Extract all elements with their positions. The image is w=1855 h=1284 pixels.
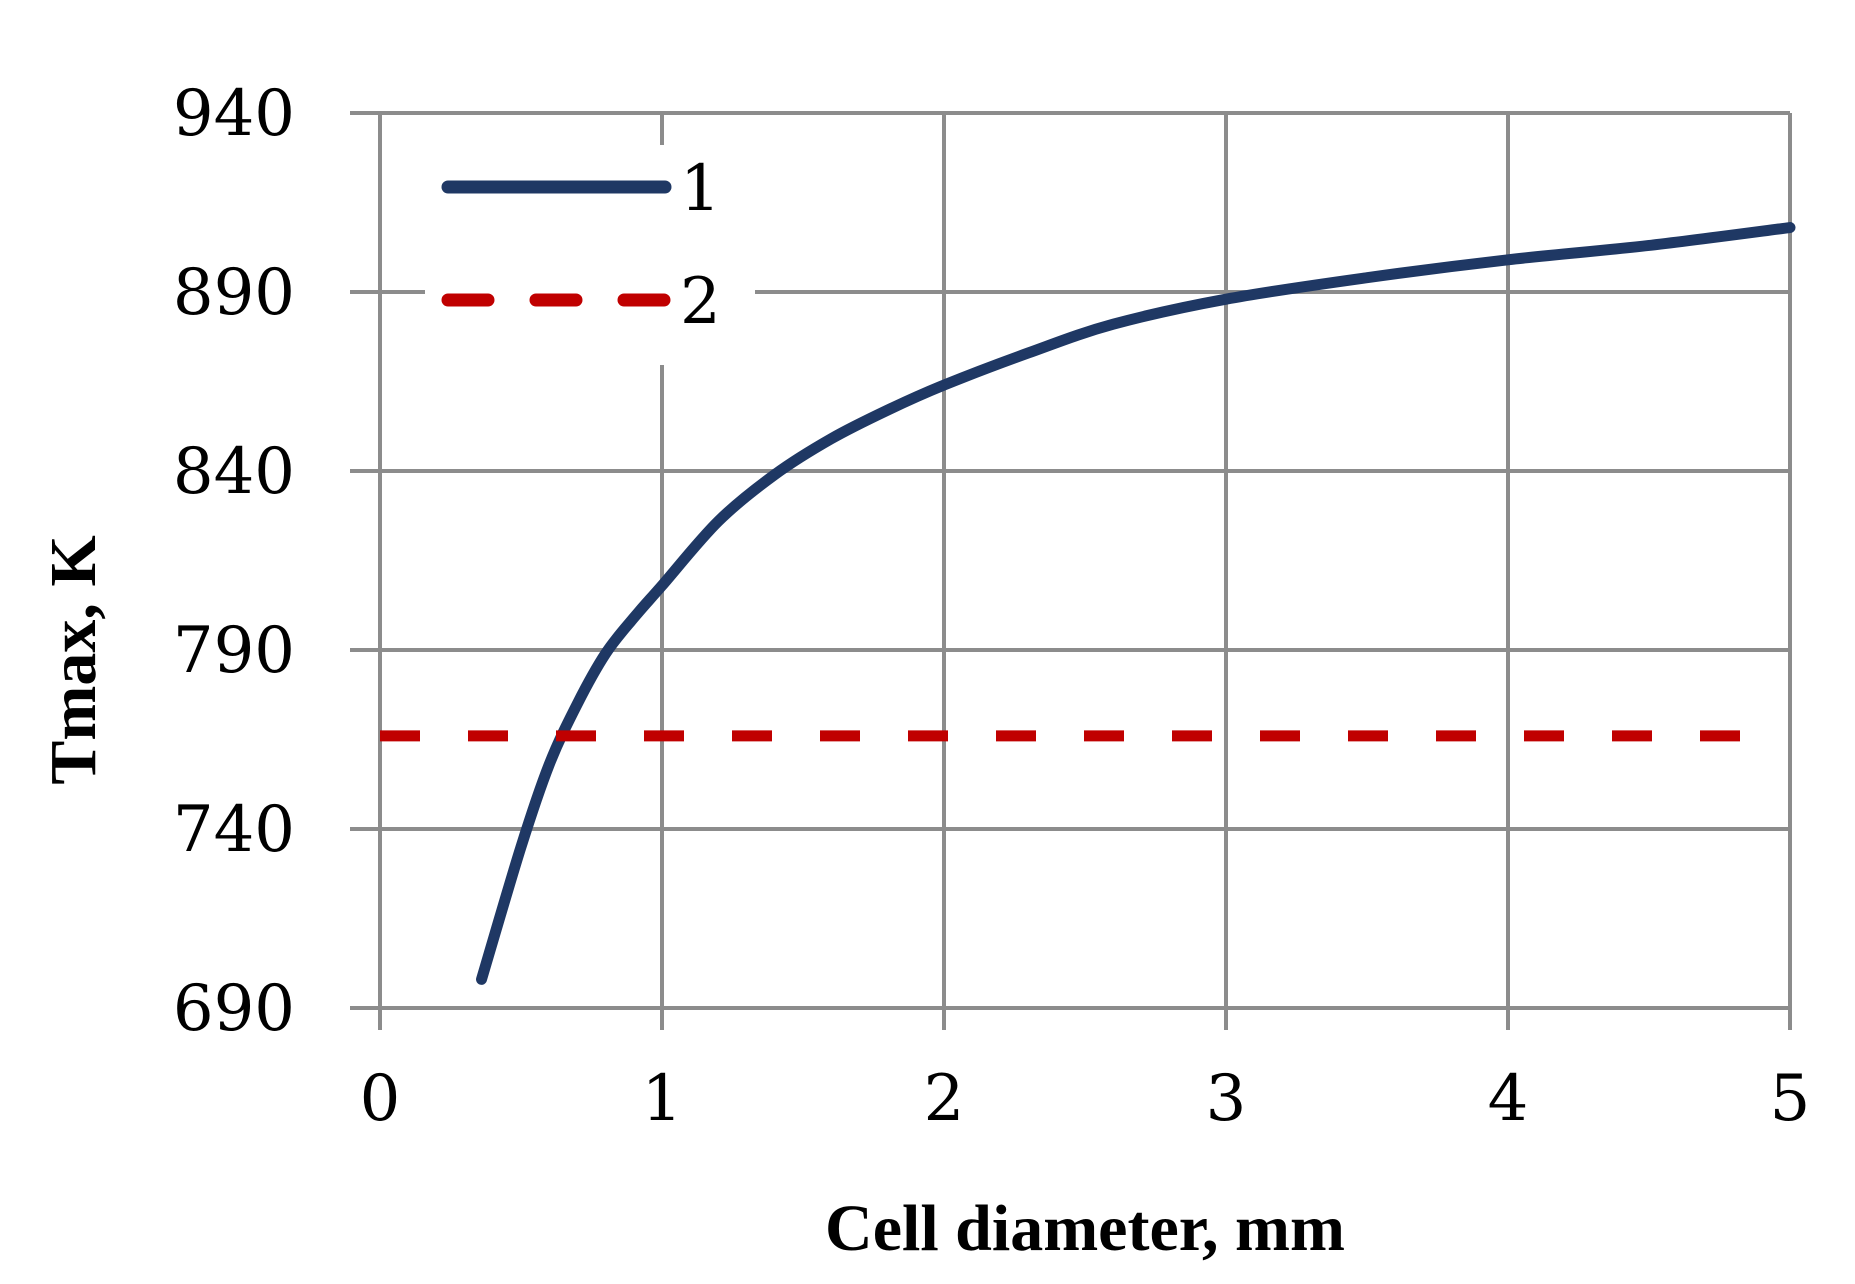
x-tick-label: 0: [360, 1062, 401, 1136]
y-tick-label: 690: [173, 972, 295, 1046]
y-tick-label: 940: [173, 77, 295, 151]
y-tick-label: 890: [173, 256, 295, 330]
x-tick-label: 5: [1770, 1062, 1811, 1136]
legend-label-1: 1: [680, 152, 721, 226]
y-axis-title: Tmax, K: [37, 535, 110, 784]
legend-label-2: 2: [680, 265, 721, 339]
legend: 1 2: [425, 145, 755, 365]
series-line-1: [476, 222, 1796, 985]
y-tick-label: 840: [173, 435, 295, 509]
tick-labels: 0 1 2 3 4 5 690 740 790 840 890 940: [173, 77, 1811, 1136]
series-layer: [380, 222, 1796, 985]
y-tick-label: 790: [173, 614, 295, 688]
x-tick-label: 1: [642, 1062, 683, 1136]
x-tick-label: 2: [924, 1062, 965, 1136]
x-axis-title: Cell diameter, mm: [825, 1192, 1345, 1265]
y-tick-label: 740: [173, 793, 295, 867]
x-tick-label: 3: [1206, 1062, 1247, 1136]
x-tick-label: 4: [1488, 1062, 1529, 1136]
